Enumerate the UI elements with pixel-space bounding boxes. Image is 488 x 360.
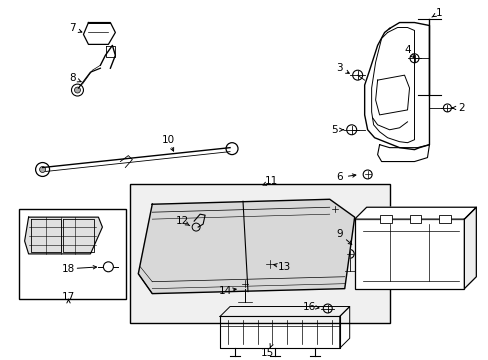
Text: 13: 13 [278,262,291,272]
Polygon shape [138,199,354,294]
Text: 6: 6 [336,172,343,183]
Text: 12: 12 [175,216,188,226]
Polygon shape [354,207,475,219]
Text: 16: 16 [303,302,316,311]
Text: 4: 4 [404,45,410,55]
Bar [439,215,450,223]
Text: 11: 11 [265,176,278,186]
Polygon shape [24,217,102,254]
Text: 9: 9 [336,229,343,239]
Text: 17: 17 [62,292,75,302]
Text: 10: 10 [162,135,174,145]
Text: 18: 18 [62,264,75,274]
Text: 8: 8 [69,73,76,83]
Bar [130,184,389,323]
Polygon shape [464,207,475,289]
Text: 5: 5 [331,125,337,135]
Circle shape [74,87,81,93]
Text: 1: 1 [435,8,442,18]
Text: 2: 2 [457,103,464,113]
Text: 7: 7 [69,23,76,33]
Text: 3: 3 [336,63,343,73]
Bar [379,215,391,223]
Circle shape [40,167,45,172]
Bar [19,209,126,298]
Polygon shape [83,23,115,44]
Bar [408,215,421,223]
Text: 15: 15 [261,348,274,358]
Text: 14: 14 [218,285,231,296]
Bar [354,219,464,289]
